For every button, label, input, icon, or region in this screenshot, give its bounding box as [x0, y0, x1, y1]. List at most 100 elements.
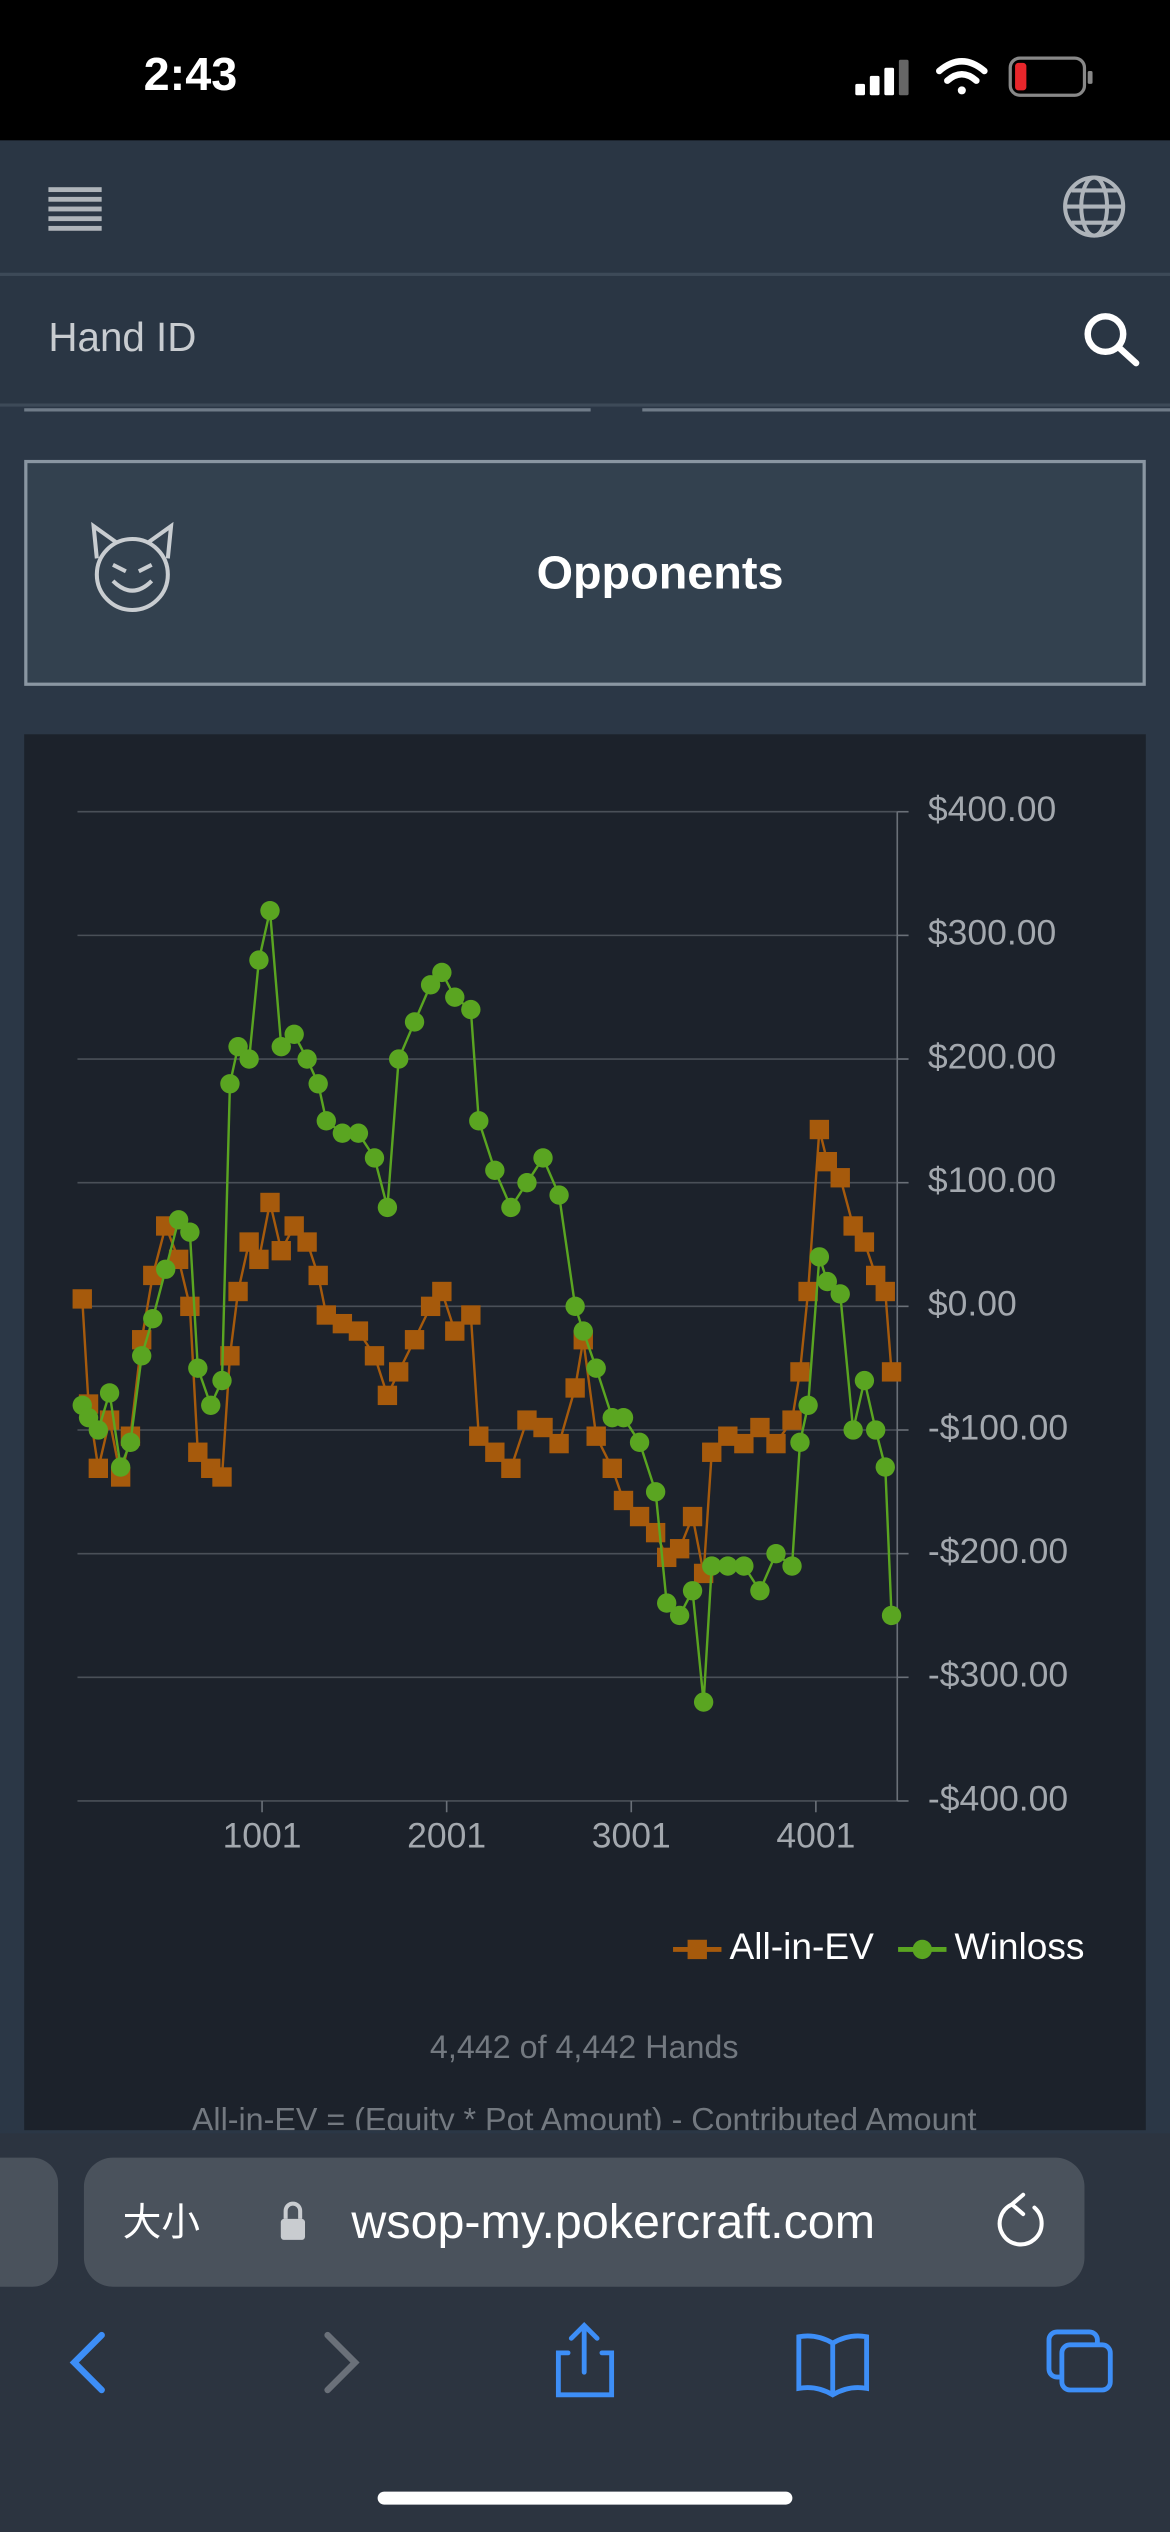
data-point [669, 1605, 690, 1626]
y-tick-label: -$200.00 [928, 1531, 1068, 1571]
data-point [881, 1605, 902, 1626]
data-point [308, 1265, 328, 1286]
data-point [485, 1160, 505, 1181]
formula-note: All-in-EV = (Equity * Pot Amount) - Cont… [192, 2102, 977, 2138]
data-point [420, 975, 441, 995]
data-point [613, 1407, 634, 1428]
data-point [533, 1148, 553, 1168]
data-point [693, 1692, 714, 1712]
data-point [188, 1358, 208, 1378]
data-point [718, 1556, 738, 1576]
y-tick-label: -$300.00 [928, 1655, 1068, 1695]
data-point [432, 1281, 452, 1302]
data-point [586, 1426, 606, 1446]
data-point [271, 1036, 291, 1057]
status-time: 2:43 [144, 48, 238, 100]
data-point [875, 1281, 895, 1302]
url: wsop-my.pokercraft.com [350, 2195, 875, 2249]
data-point [766, 1543, 786, 1564]
opponents-button[interactable] [24, 459, 1146, 686]
data-point [180, 1296, 200, 1317]
data-point [388, 1362, 409, 1382]
language-button[interactable] [1063, 175, 1126, 238]
data-point [228, 1281, 248, 1302]
data-point [817, 1271, 837, 1292]
data-point [297, 1232, 317, 1252]
x-tick-label: 4001 [776, 1815, 855, 1855]
data-point [445, 1321, 465, 1341]
search-placeholder: Hand ID [48, 314, 196, 360]
data-point [88, 1458, 109, 1479]
data-point [766, 1433, 786, 1454]
nav-bar [0, 140, 1170, 275]
data-point [88, 1420, 109, 1440]
data-point [682, 1506, 703, 1527]
data-point [143, 1309, 163, 1329]
data-point [573, 1321, 593, 1341]
data-point [645, 1482, 666, 1502]
data-point [865, 1265, 886, 1286]
data-point [110, 1457, 131, 1477]
data-point [260, 1192, 280, 1213]
search-bar[interactable] [0, 275, 1170, 406]
data-point [316, 1111, 336, 1131]
search-icon[interactable] [1084, 313, 1140, 367]
bookmarks-button[interactable] [796, 2333, 870, 2398]
data-point [734, 1556, 754, 1576]
address-bar[interactable] [83, 2157, 1085, 2287]
data-point [533, 1417, 553, 1438]
legend-label: Winloss [955, 1925, 1085, 1967]
data-point [180, 1222, 200, 1242]
back-button[interactable] [69, 2331, 105, 2394]
data-point [284, 1024, 304, 1044]
reload-button[interactable] [997, 2192, 1044, 2247]
data-point [629, 1506, 650, 1527]
home-indicator [377, 2491, 793, 2505]
status-bar [0, 0, 1170, 141]
y-tick-label: -$100.00 [928, 1407, 1068, 1447]
data-point [682, 1581, 703, 1601]
share-button[interactable] [555, 2322, 615, 2398]
data-point [750, 1581, 770, 1601]
data-point [364, 1148, 385, 1168]
data-point [132, 1330, 152, 1350]
data-point [388, 1049, 409, 1069]
data-point [220, 1074, 240, 1094]
data-point [461, 1305, 481, 1325]
forward-button [324, 2331, 360, 2394]
data-point [798, 1281, 818, 1302]
signal-icon [855, 59, 909, 96]
data-point [156, 1259, 176, 1279]
data-point [228, 1036, 248, 1057]
data-point [881, 1362, 902, 1382]
data-point [790, 1432, 810, 1453]
x-tick-label: 3001 [592, 1815, 671, 1855]
data-point [469, 1426, 489, 1446]
data-point [830, 1284, 850, 1304]
wifi-icon [935, 58, 988, 95]
data-point [188, 1442, 208, 1462]
data-point [565, 1378, 585, 1398]
data-point [782, 1556, 802, 1576]
data-point [332, 1313, 353, 1334]
data-point [645, 1522, 666, 1543]
tabs-button[interactable] [1046, 2329, 1113, 2393]
y-tick-label: $400.00 [928, 789, 1056, 829]
data-point [809, 1247, 830, 1267]
previous-tab[interactable] [0, 2157, 59, 2287]
text-size-button[interactable]: 大小 [123, 2202, 200, 2245]
x-tick-label: 2001 [407, 1815, 486, 1855]
legend-label: All-in-EV [730, 1925, 875, 1967]
data-point [798, 1395, 818, 1415]
data-point [377, 1197, 398, 1218]
data-point [734, 1433, 754, 1454]
data-point [549, 1433, 569, 1454]
data-point [875, 1457, 895, 1477]
opponents-icon [91, 521, 174, 613]
data-point [220, 1346, 240, 1366]
hands-note: 4,442 of 4,442 Hands [430, 2029, 739, 2065]
data-point [549, 1185, 569, 1205]
data-point [404, 1330, 425, 1350]
menu-button[interactable] [48, 187, 102, 231]
data-point [809, 1119, 830, 1140]
